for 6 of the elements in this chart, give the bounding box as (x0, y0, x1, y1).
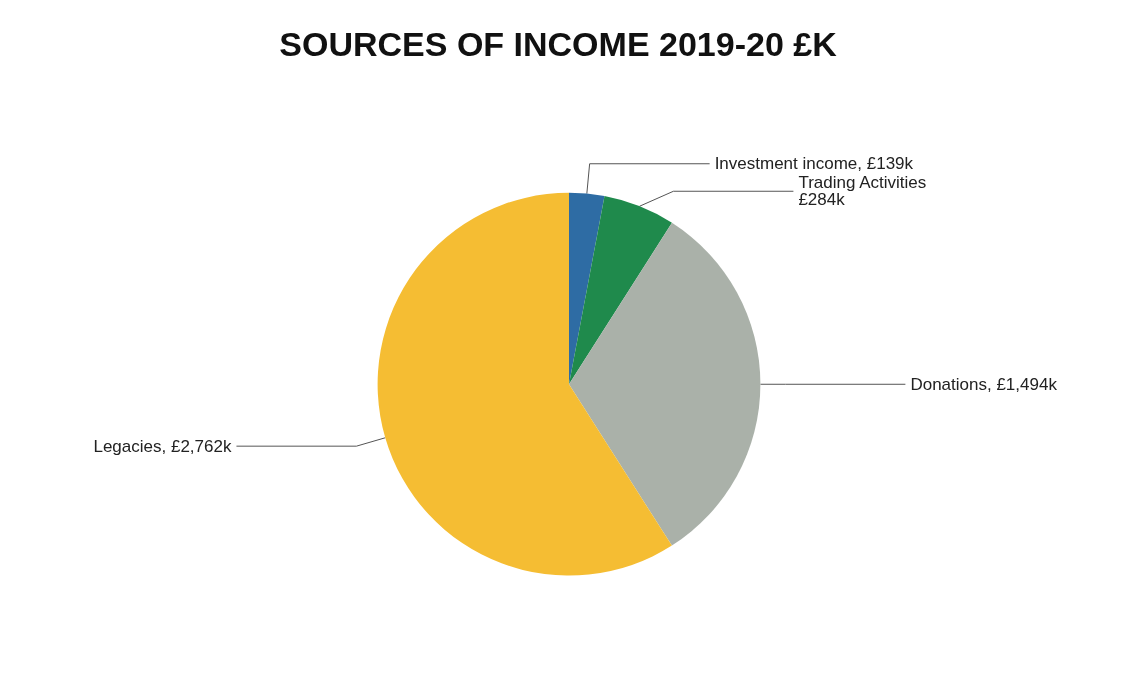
slice-label: Donations, £1,494k (910, 374, 1058, 394)
data-label: £284k (798, 190, 846, 210)
slice-label: Trading Activities (798, 173, 927, 193)
slice-label: Legacies, £2,762k (93, 436, 232, 456)
slice-label: Investment income, £139k (714, 154, 914, 174)
chart-title: SOURCES OF INCOME 2019-20 £K (279, 25, 838, 63)
